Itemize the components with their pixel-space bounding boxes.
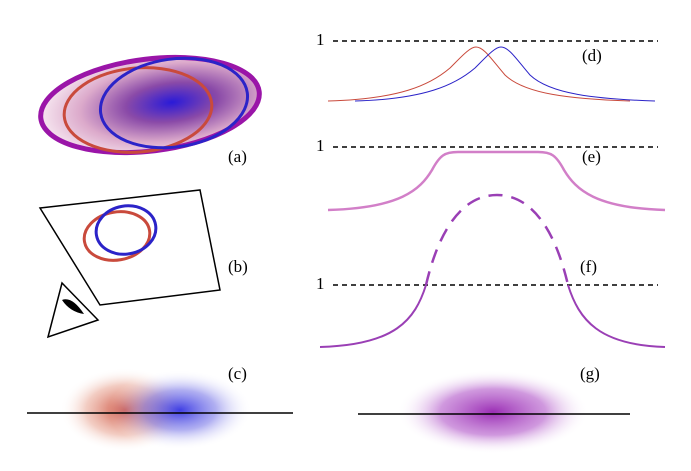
panel-label: (c) — [228, 364, 247, 383]
blue-ellipse — [98, 56, 250, 150]
panel-g: (g) — [358, 364, 630, 454]
panel-label: (a) — [228, 147, 247, 166]
panel-label: (g) — [580, 364, 600, 383]
reference-label: 1 — [316, 274, 325, 293]
red-circle — [82, 210, 152, 262]
eye — [62, 299, 84, 314]
pink-curve — [327, 150, 666, 212]
panel-a: (a) — [38, 54, 262, 166]
panel-f: 1 (f) — [316, 193, 666, 348]
dashed-curve — [424, 193, 570, 286]
panel-label: (b) — [228, 257, 248, 276]
panel-label: (e) — [582, 147, 601, 166]
panel-label: (d) — [582, 46, 602, 65]
panel-c: (c) — [27, 364, 293, 452]
reference-label: 1 — [316, 136, 325, 155]
blue-blob — [108, 370, 252, 450]
plane — [38, 189, 221, 306]
panel-b: (b) — [38, 189, 248, 339]
red-curve — [327, 46, 631, 102]
panel-d: 1 (d) — [316, 30, 658, 102]
purple-blob — [397, 370, 589, 454]
reference-label: 1 — [316, 30, 325, 49]
blue-circle — [94, 204, 158, 256]
panel-label: (f) — [580, 257, 597, 276]
panel-e: 1 (e) — [316, 136, 666, 212]
blue-curve — [354, 46, 656, 102]
purple-curve — [319, 284, 666, 348]
